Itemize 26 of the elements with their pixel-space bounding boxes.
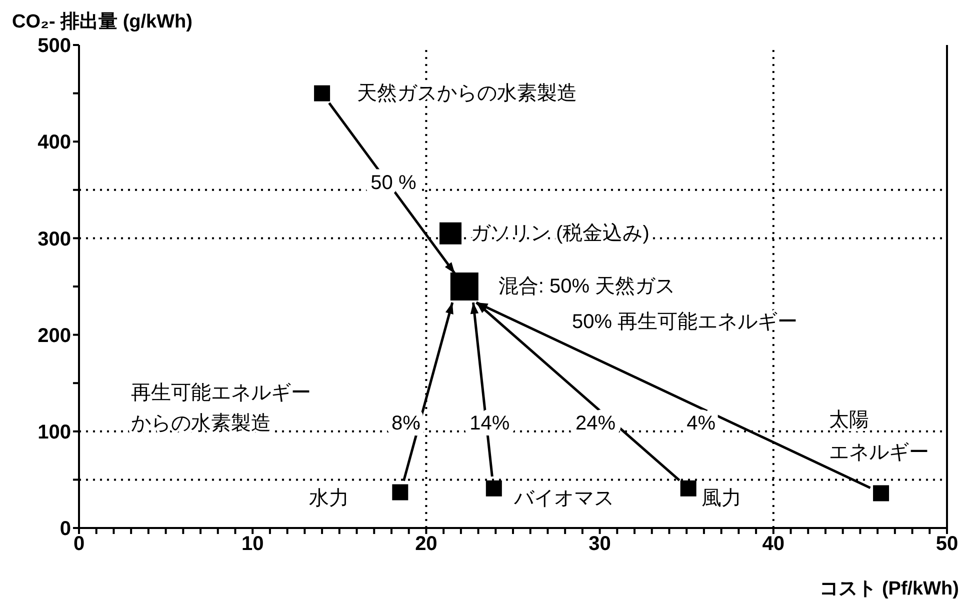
annotation: 風力 bbox=[701, 487, 742, 510]
y-axis-title: CO₂- 排出量 (g/kWh) bbox=[12, 10, 192, 32]
x-tick-label: 30 bbox=[588, 533, 611, 556]
x-tick-label: 40 bbox=[762, 533, 785, 556]
annotation: 太陽 bbox=[828, 408, 869, 431]
x-tick-label: 0 bbox=[73, 533, 85, 556]
x-tick-label: 10 bbox=[241, 533, 264, 556]
y-tick-label: 500 bbox=[38, 35, 71, 58]
y-tick-label: 300 bbox=[38, 228, 71, 250]
annotation: 50% 再生可能エネルギー bbox=[572, 311, 798, 334]
annotation: エネルギー bbox=[828, 442, 929, 464]
y-tick-label: 100 bbox=[38, 422, 71, 444]
annotation: バイオマス bbox=[512, 487, 614, 510]
annotation: 混合: 50% 天然ガス bbox=[498, 276, 676, 298]
annotation: 水力 bbox=[309, 487, 350, 510]
annotation: 4% bbox=[686, 412, 716, 435]
x-tick-label: 50 bbox=[936, 533, 958, 556]
annotation: 再生可能エネルギー bbox=[131, 382, 312, 404]
annotation: 24% bbox=[575, 412, 616, 435]
y-tick-label: 200 bbox=[38, 324, 71, 347]
annotation: からの水素製造 bbox=[131, 412, 272, 435]
x-tick-label: 20 bbox=[415, 533, 438, 556]
x-axis-title: コスト (Pf/kWh) bbox=[820, 578, 959, 600]
y-tick-label: 400 bbox=[38, 132, 71, 154]
y-tick-label: 0 bbox=[60, 518, 71, 540]
annotation: 天然ガスからの水素製造 bbox=[357, 82, 578, 104]
